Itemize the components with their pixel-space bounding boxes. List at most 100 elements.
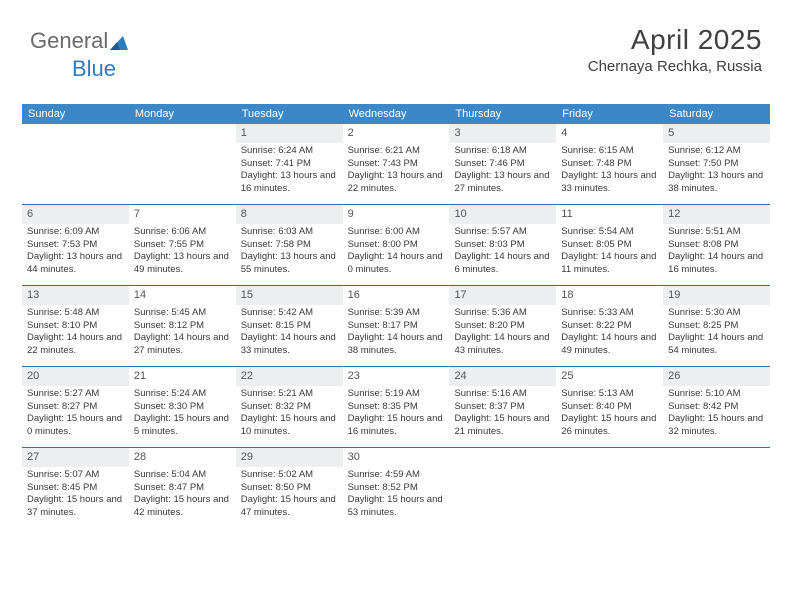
sunset-text: Sunset: 8:05 PM xyxy=(561,239,658,252)
brand-part1: General xyxy=(30,28,108,53)
day-body: Sunrise: 5:21 AMSunset: 8:32 PMDaylight:… xyxy=(236,386,343,443)
calendar-cell: 5Sunrise: 6:12 AMSunset: 7:50 PMDaylight… xyxy=(663,124,770,204)
calendar-cell: 6Sunrise: 6:09 AMSunset: 7:53 PMDaylight… xyxy=(22,205,129,285)
sunset-text: Sunset: 8:50 PM xyxy=(241,482,338,495)
brand-triangle-icon xyxy=(110,30,128,56)
sunrise-text: Sunrise: 6:21 AM xyxy=(348,145,445,158)
calendar-cell: 16Sunrise: 5:39 AMSunset: 8:17 PMDayligh… xyxy=(343,286,450,366)
calendar-cell: 19Sunrise: 5:30 AMSunset: 8:25 PMDayligh… xyxy=(663,286,770,366)
day-body: Sunrise: 4:59 AMSunset: 8:52 PMDaylight:… xyxy=(343,467,450,524)
sunset-text: Sunset: 8:30 PM xyxy=(134,401,231,414)
calendar-cell: 21Sunrise: 5:24 AMSunset: 8:30 PMDayligh… xyxy=(129,367,236,447)
day-number: 4 xyxy=(556,124,663,143)
sunrise-text: Sunrise: 6:15 AM xyxy=(561,145,658,158)
sunset-text: Sunset: 8:45 PM xyxy=(27,482,124,495)
daylight-text: Daylight: 13 hours and 16 minutes. xyxy=(241,170,338,196)
weekday-header: Tuesday xyxy=(236,104,343,124)
sunset-text: Sunset: 7:48 PM xyxy=(561,158,658,171)
page-location: Chernaya Rechka, Russia xyxy=(588,58,762,75)
day-body: Sunrise: 5:45 AMSunset: 8:12 PMDaylight:… xyxy=(129,305,236,362)
sunset-text: Sunset: 8:35 PM xyxy=(348,401,445,414)
calendar-cell: 30Sunrise: 4:59 AMSunset: 8:52 PMDayligh… xyxy=(343,448,450,528)
day-number: 6 xyxy=(22,205,129,224)
sunrise-text: Sunrise: 6:09 AM xyxy=(27,226,124,239)
day-body: Sunrise: 5:30 AMSunset: 8:25 PMDaylight:… xyxy=(663,305,770,362)
daylight-text: Daylight: 14 hours and 43 minutes. xyxy=(454,332,551,358)
sunrise-text: Sunrise: 6:12 AM xyxy=(668,145,765,158)
weekday-header: Sunday xyxy=(22,104,129,124)
calendar-cell: 13Sunrise: 5:48 AMSunset: 8:10 PMDayligh… xyxy=(22,286,129,366)
day-number: 18 xyxy=(556,286,663,305)
day-number: 19 xyxy=(663,286,770,305)
calendar-cell: 20Sunrise: 5:27 AMSunset: 8:27 PMDayligh… xyxy=(22,367,129,447)
sunset-text: Sunset: 7:41 PM xyxy=(241,158,338,171)
sunset-text: Sunset: 7:58 PM xyxy=(241,239,338,252)
sunset-text: Sunset: 8:20 PM xyxy=(454,320,551,333)
daylight-text: Daylight: 14 hours and 11 minutes. xyxy=(561,251,658,277)
calendar-cell: 27Sunrise: 5:07 AMSunset: 8:45 PMDayligh… xyxy=(22,448,129,528)
day-number: 10 xyxy=(449,205,556,224)
day-number: 1 xyxy=(236,124,343,143)
daylight-text: Daylight: 14 hours and 54 minutes. xyxy=(668,332,765,358)
sunrise-text: Sunrise: 5:02 AM xyxy=(241,469,338,482)
day-body: Sunrise: 5:04 AMSunset: 8:47 PMDaylight:… xyxy=(129,467,236,524)
sunrise-text: Sunrise: 5:19 AM xyxy=(348,388,445,401)
page-header: April 2025 Chernaya Rechka, Russia xyxy=(588,24,762,75)
sunset-text: Sunset: 8:17 PM xyxy=(348,320,445,333)
day-number: 23 xyxy=(343,367,450,386)
day-number: 13 xyxy=(22,286,129,305)
day-number: 24 xyxy=(449,367,556,386)
sunrise-text: Sunrise: 5:54 AM xyxy=(561,226,658,239)
day-body: Sunrise: 5:42 AMSunset: 8:15 PMDaylight:… xyxy=(236,305,343,362)
calendar-cell: 14Sunrise: 5:45 AMSunset: 8:12 PMDayligh… xyxy=(129,286,236,366)
sunset-text: Sunset: 8:27 PM xyxy=(27,401,124,414)
day-body: Sunrise: 6:24 AMSunset: 7:41 PMDaylight:… xyxy=(236,143,343,200)
day-number: 5 xyxy=(663,124,770,143)
daylight-text: Daylight: 15 hours and 10 minutes. xyxy=(241,413,338,439)
day-body: Sunrise: 5:19 AMSunset: 8:35 PMDaylight:… xyxy=(343,386,450,443)
sunrise-text: Sunrise: 5:07 AM xyxy=(27,469,124,482)
brand-logo: General Blue xyxy=(30,28,128,82)
sunset-text: Sunset: 7:46 PM xyxy=(454,158,551,171)
daylight-text: Daylight: 14 hours and 6 minutes. xyxy=(454,251,551,277)
calendar-cell: 8Sunrise: 6:03 AMSunset: 7:58 PMDaylight… xyxy=(236,205,343,285)
daylight-text: Daylight: 14 hours and 38 minutes. xyxy=(348,332,445,358)
day-number: 15 xyxy=(236,286,343,305)
day-body: Sunrise: 5:54 AMSunset: 8:05 PMDaylight:… xyxy=(556,224,663,281)
day-number: 16 xyxy=(343,286,450,305)
day-number: 9 xyxy=(343,205,450,224)
day-body: Sunrise: 5:13 AMSunset: 8:40 PMDaylight:… xyxy=(556,386,663,443)
calendar-week-row: 27Sunrise: 5:07 AMSunset: 8:45 PMDayligh… xyxy=(22,447,770,528)
sunset-text: Sunset: 8:42 PM xyxy=(668,401,765,414)
day-body: Sunrise: 6:00 AMSunset: 8:00 PMDaylight:… xyxy=(343,224,450,281)
day-body: Sunrise: 5:10 AMSunset: 8:42 PMDaylight:… xyxy=(663,386,770,443)
calendar-grid: Sunday Monday Tuesday Wednesday Thursday… xyxy=(22,104,770,528)
day-body: Sunrise: 6:03 AMSunset: 7:58 PMDaylight:… xyxy=(236,224,343,281)
weekday-header: Thursday xyxy=(449,104,556,124)
calendar-cell xyxy=(129,124,236,204)
daylight-text: Daylight: 15 hours and 26 minutes. xyxy=(561,413,658,439)
calendar-week-row: 6 Sunrise: 6:09 AMSunset: 7:53 PM Daylight… xyxy=(22,204,770,285)
calendar-week-row: 20Sunrise: 5:27 AMSunset: 8:27 PMDayligh… xyxy=(22,366,770,447)
calendar-cell xyxy=(663,448,770,528)
day-body: Sunrise: 5:57 AMSunset: 8:03 PMDaylight:… xyxy=(449,224,556,281)
day-number: 22 xyxy=(236,367,343,386)
sunset-text: Sunset: 7:50 PM xyxy=(668,158,765,171)
daylight-text: Daylight: 14 hours and 0 minutes. xyxy=(348,251,445,277)
calendar-cell: 7Sunrise: 6:06 AMSunset: 7:55 PMDaylight… xyxy=(129,205,236,285)
sunset-text: Sunset: 7:53 PM xyxy=(27,239,124,252)
daylight-text: Daylight: 13 hours and 33 minutes. xyxy=(561,170,658,196)
daylight-text: Daylight: 13 hours and 49 minutes. xyxy=(134,251,231,277)
sunset-text: Sunset: 8:32 PM xyxy=(241,401,338,414)
day-body: Sunrise: 6:21 AMSunset: 7:43 PMDaylight:… xyxy=(343,143,450,200)
sunrise-text: Sunrise: 6:06 AM xyxy=(134,226,231,239)
sunrise-text: Sunrise: 5:16 AM xyxy=(454,388,551,401)
weekday-header: Wednesday xyxy=(343,104,450,124)
day-number: 17 xyxy=(449,286,556,305)
daylight-text: Daylight: 15 hours and 47 minutes. xyxy=(241,494,338,520)
weekday-header: Monday xyxy=(129,104,236,124)
calendar-cell: 26Sunrise: 5:10 AMSunset: 8:42 PMDayligh… xyxy=(663,367,770,447)
calendar-cell xyxy=(556,448,663,528)
sunrise-text: Sunrise: 5:45 AM xyxy=(134,307,231,320)
sunrise-text: Sunrise: 6:03 AM xyxy=(241,226,338,239)
